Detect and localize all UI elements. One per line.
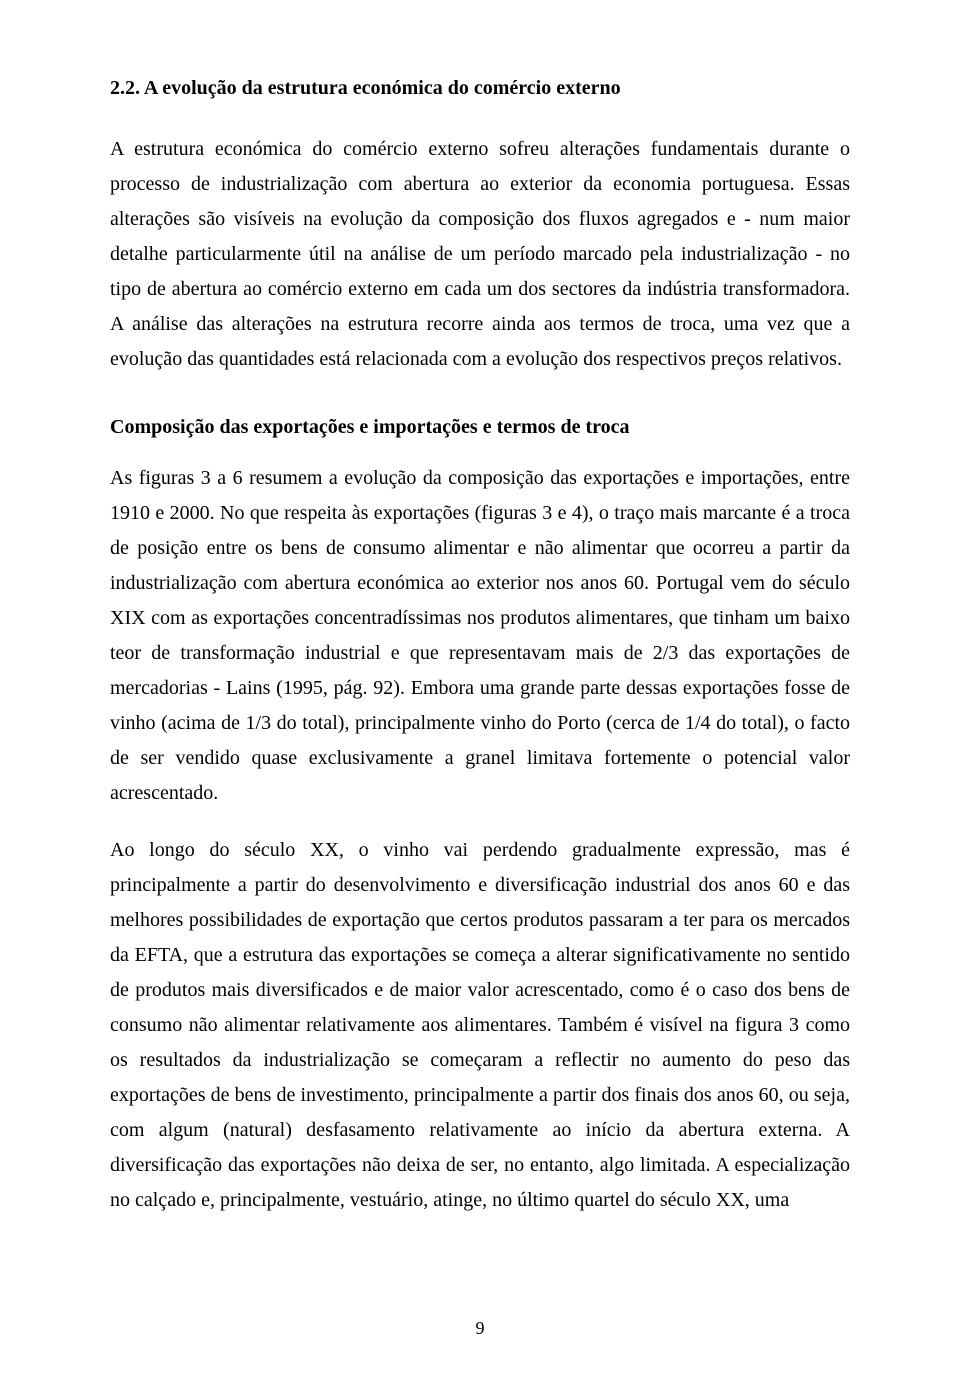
paragraph-2: As figuras 3 a 6 resumem a evolução da c… xyxy=(110,461,850,811)
page-container: 2.2. A evolução da estrutura económica d… xyxy=(0,0,960,1375)
subsection-heading: Composição das exportações e importações… xyxy=(110,411,850,443)
paragraph-3: Ao longo do século XX, o vinho vai perde… xyxy=(110,833,850,1218)
page-number: 9 xyxy=(0,1318,960,1339)
paragraph-1: A estrutura económica do comércio extern… xyxy=(110,132,850,377)
section-heading: 2.2. A evolução da estrutura económica d… xyxy=(110,72,850,104)
